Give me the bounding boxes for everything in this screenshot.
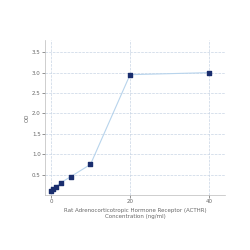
Point [88, 162, 92, 166]
X-axis label: Rat Adrenocorticotropic Hormone Receptor (ACTHR)
Concentration (ng/ml): Rat Adrenocorticotropic Hormone Receptor… [64, 208, 206, 219]
Point [207, 71, 211, 75]
Point [49, 189, 53, 193]
Point [128, 73, 132, 77]
Point [69, 175, 73, 179]
Point [54, 185, 58, 189]
Point [52, 187, 56, 191]
Y-axis label: OD: OD [24, 113, 29, 122]
Point [59, 181, 63, 185]
